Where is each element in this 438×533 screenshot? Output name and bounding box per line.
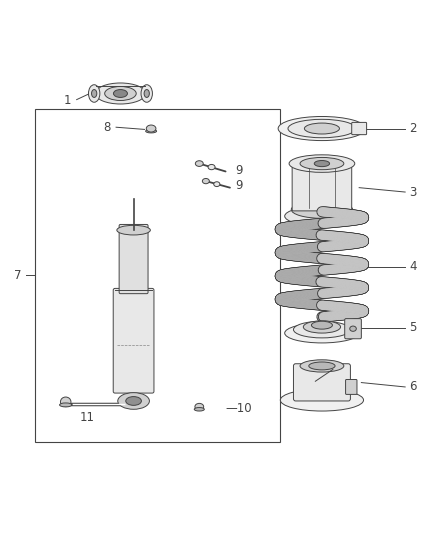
Ellipse shape (280, 389, 364, 411)
Ellipse shape (92, 90, 97, 98)
Ellipse shape (300, 360, 344, 372)
Ellipse shape (60, 403, 72, 407)
Ellipse shape (144, 90, 149, 98)
Ellipse shape (278, 117, 366, 141)
Text: 3: 3 (410, 185, 417, 198)
Ellipse shape (350, 326, 356, 332)
Ellipse shape (285, 206, 359, 226)
Ellipse shape (88, 85, 100, 102)
Ellipse shape (60, 397, 71, 407)
Ellipse shape (304, 123, 339, 134)
Text: 8: 8 (104, 120, 111, 134)
Ellipse shape (146, 125, 156, 132)
Text: 6: 6 (410, 381, 417, 393)
Text: 7: 7 (14, 269, 21, 282)
Text: 4: 4 (410, 260, 417, 273)
Text: 11: 11 (80, 411, 95, 424)
Ellipse shape (126, 397, 141, 405)
Ellipse shape (117, 225, 150, 235)
FancyBboxPatch shape (352, 123, 367, 135)
FancyBboxPatch shape (293, 364, 350, 401)
Ellipse shape (95, 83, 145, 104)
Text: 1: 1 (64, 94, 72, 108)
FancyBboxPatch shape (119, 224, 148, 294)
Ellipse shape (214, 182, 220, 187)
Ellipse shape (195, 161, 203, 166)
Ellipse shape (195, 403, 204, 410)
FancyBboxPatch shape (113, 288, 154, 393)
Ellipse shape (202, 179, 209, 184)
Ellipse shape (311, 321, 332, 329)
Text: —10: —10 (226, 402, 252, 415)
Ellipse shape (105, 86, 136, 101)
Ellipse shape (289, 155, 355, 172)
Ellipse shape (145, 130, 156, 133)
Ellipse shape (194, 408, 204, 411)
Ellipse shape (291, 201, 353, 219)
Ellipse shape (208, 165, 215, 169)
Ellipse shape (285, 323, 359, 343)
Text: 5: 5 (410, 321, 417, 334)
Ellipse shape (303, 321, 341, 333)
Bar (35, 109, 280, 442)
Ellipse shape (300, 157, 344, 169)
Ellipse shape (288, 119, 356, 138)
FancyBboxPatch shape (346, 379, 357, 394)
Text: 9: 9 (235, 164, 243, 176)
Ellipse shape (309, 362, 335, 370)
Ellipse shape (113, 90, 127, 98)
Text: 2: 2 (410, 122, 417, 135)
Ellipse shape (293, 321, 350, 338)
Ellipse shape (118, 393, 149, 409)
Ellipse shape (314, 160, 330, 167)
FancyBboxPatch shape (345, 319, 361, 339)
FancyBboxPatch shape (292, 165, 352, 211)
Ellipse shape (141, 85, 152, 102)
Text: 9: 9 (235, 179, 243, 192)
